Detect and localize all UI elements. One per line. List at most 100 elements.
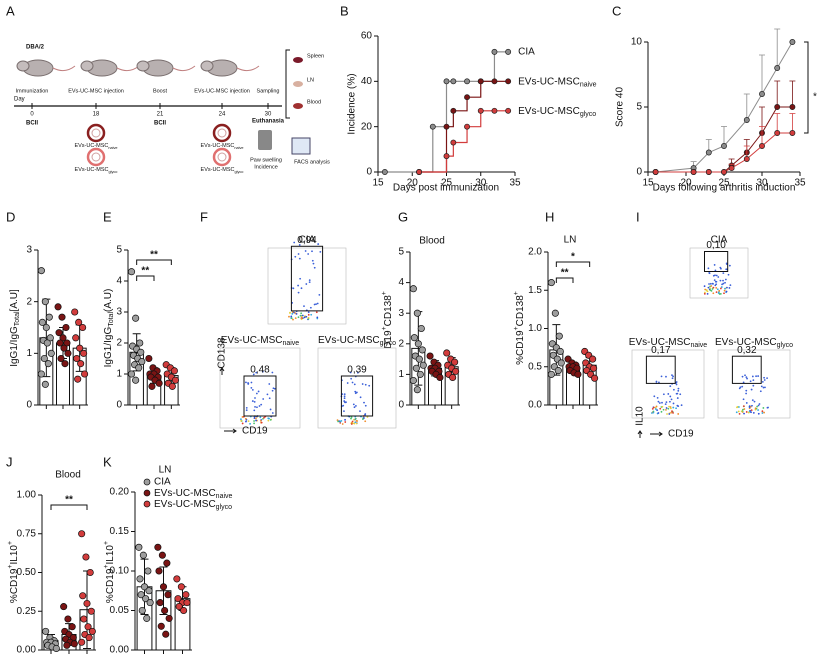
mouse-head xyxy=(16,60,30,72)
error-bar xyxy=(159,566,168,615)
flow-event xyxy=(269,408,272,411)
error-bar xyxy=(789,113,796,133)
flow-event xyxy=(297,316,300,319)
series-line xyxy=(655,41,793,173)
y-axis-label-part: + xyxy=(7,565,14,569)
ev-type-part: EVs-UC-MSC xyxy=(201,167,235,173)
day-label: Day xyxy=(14,97,25,103)
data-point xyxy=(75,318,83,326)
flow-event xyxy=(750,409,753,411)
flow-y-label: CD138 xyxy=(217,337,228,369)
data-point xyxy=(728,165,735,172)
data-point xyxy=(79,323,87,332)
mouse-tail xyxy=(52,65,76,72)
flow-event xyxy=(364,413,367,415)
flow-event xyxy=(256,406,258,409)
flow-event xyxy=(713,264,716,266)
data-point xyxy=(37,370,45,378)
data-point xyxy=(759,91,765,97)
data-point xyxy=(168,382,176,390)
flow-event xyxy=(672,402,675,405)
significance-label: ** xyxy=(141,266,149,277)
y-tick-label: 3 xyxy=(26,245,32,256)
data-point xyxy=(491,78,498,85)
data-point xyxy=(38,318,46,326)
data-point xyxy=(59,334,67,342)
readout: FACS analysis xyxy=(294,159,330,165)
flow-event xyxy=(271,412,274,414)
data-point xyxy=(60,344,68,352)
flow-title-part: EVs-UC-MSC xyxy=(629,337,691,348)
y-tick-label: 1 xyxy=(398,369,404,380)
data-point xyxy=(721,169,727,175)
flow-event xyxy=(261,370,264,373)
flow-event xyxy=(728,287,731,289)
flow-event xyxy=(313,303,316,306)
flow-event xyxy=(252,373,255,376)
flow-title-part: EVs-UC-MSC xyxy=(318,335,380,346)
flow-event xyxy=(761,381,764,383)
flow-event xyxy=(250,381,253,384)
data-point xyxy=(164,591,172,599)
flow-event xyxy=(307,313,310,316)
data-point xyxy=(40,354,48,363)
data-point xyxy=(156,599,164,607)
flow-event xyxy=(712,286,715,289)
y-axis-label-part: (A.U) xyxy=(103,289,114,312)
data-point xyxy=(547,370,555,378)
flow-event xyxy=(271,371,274,374)
flow-event xyxy=(336,419,339,422)
flow-y-label: IL10 xyxy=(635,406,646,426)
step-label: Immunization xyxy=(16,88,49,94)
flow-frame xyxy=(267,247,347,325)
flow-event xyxy=(740,410,743,413)
flow-event xyxy=(675,407,678,410)
flow-event xyxy=(758,403,761,405)
flow-event xyxy=(364,420,367,423)
panel-letter: I xyxy=(636,209,640,224)
data-point xyxy=(42,627,50,635)
legend-label: EVs-UC-MSCglyco xyxy=(518,105,596,118)
data-point xyxy=(690,169,697,175)
legend-label-part: glyco xyxy=(216,504,232,511)
legend-label-part: EVs-UC-MSC xyxy=(154,499,216,510)
panel-letter: J xyxy=(6,454,13,469)
flow-event xyxy=(255,419,257,422)
flow-event xyxy=(672,375,674,378)
flow-event xyxy=(743,412,745,415)
flow-event xyxy=(363,401,365,404)
data-point xyxy=(443,153,450,160)
ev-icon-inner xyxy=(91,128,101,138)
flow-event xyxy=(300,287,303,290)
y-axis-label-part: Total xyxy=(14,311,21,326)
data-point xyxy=(171,376,179,384)
strain: DBA/2 xyxy=(26,45,45,51)
data-point xyxy=(705,149,712,156)
flow-event xyxy=(363,417,365,419)
flow-event xyxy=(303,316,306,319)
flow-event xyxy=(297,284,300,287)
data-point xyxy=(555,332,563,340)
y-axis-label: %CD19+CD138+ xyxy=(381,291,393,365)
flow-event xyxy=(722,279,724,282)
flow-event xyxy=(354,421,357,424)
flow-event xyxy=(760,385,763,388)
flow-event xyxy=(300,315,303,318)
flow-event xyxy=(350,377,353,380)
flow-event xyxy=(255,417,257,420)
flow-event xyxy=(677,389,680,392)
flow-event xyxy=(298,257,301,260)
data-point xyxy=(88,627,96,635)
flow-event xyxy=(312,262,315,265)
y-axis-label: IgG1/IgGTotal[A.U] xyxy=(9,289,22,367)
y-tick-label: 0 xyxy=(116,400,122,411)
flow-event xyxy=(273,387,276,390)
flow-event xyxy=(308,281,311,284)
data-point xyxy=(52,644,60,653)
data-point xyxy=(76,344,84,352)
data-point xyxy=(418,346,426,354)
y-tick-label: 1.00 xyxy=(17,490,37,501)
flow-event xyxy=(343,395,346,398)
significance-bracket xyxy=(804,41,809,134)
y-tick-label: 0.20 xyxy=(110,487,130,498)
